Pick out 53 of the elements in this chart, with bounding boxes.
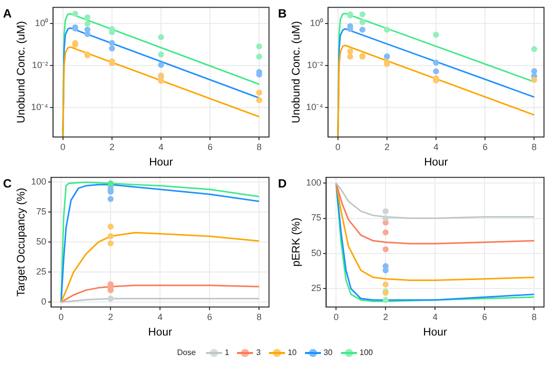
y-axis-title: Unobund Conc. (uM) — [290, 21, 303, 124]
y-tick-label: 50 — [36, 236, 46, 247]
legend-label: 30 — [324, 348, 333, 357]
y-tick-label: 100 — [306, 178, 322, 188]
x-tick-label: 0 — [335, 142, 340, 152]
chart-title: A — [3, 6, 12, 21]
chart-title: C — [3, 176, 12, 191]
y-tick-label: 10⁻⁴ — [306, 102, 324, 112]
x-tick-label: 6 — [208, 142, 213, 152]
legend-label: 10 — [288, 348, 297, 357]
y-tick-label: 10⁰ — [35, 18, 48, 28]
y-tick-label: 10⁰ — [310, 18, 324, 28]
y-tick-label: 10⁻² — [307, 60, 324, 70]
y-tick-label: 10⁻² — [32, 60, 48, 70]
x-tick-label: 2 — [108, 312, 114, 322]
chart-title: D — [278, 176, 287, 191]
y-axis-title: Unobund Conc. (uM) — [16, 21, 28, 124]
legend-label: 3 — [256, 348, 261, 357]
legend-title: Dose — [177, 348, 196, 357]
x-tick-label: 8 — [256, 312, 262, 322]
y-axis-title: Target Occupancy (%) — [16, 188, 28, 297]
y-tick-label: 25 — [311, 283, 322, 294]
x-tick-label: 8 — [532, 142, 537, 152]
x-tick-label: 2 — [109, 142, 114, 152]
y-tick-label: 25 — [36, 266, 46, 277]
x-tick-label: 0 — [60, 142, 66, 152]
x-tick-label: 2 — [384, 142, 390, 152]
chart-title: B — [278, 6, 287, 21]
x-axis-title: Hour — [424, 156, 448, 168]
x-tick-label: 4 — [432, 312, 438, 322]
x-tick-label: 6 — [207, 312, 212, 322]
x-tick-label: 8 — [532, 312, 537, 322]
x-axis-title: Hour — [149, 156, 174, 168]
x-axis-title: Hour — [423, 326, 448, 338]
x-tick-label: 4 — [158, 312, 163, 322]
y-tick-label: 75 — [36, 206, 46, 217]
x-tick-label: 0 — [58, 312, 64, 322]
x-axis-title: Hour — [148, 326, 172, 338]
x-tick-label: 0 — [334, 312, 339, 322]
legend-label: 1 — [224, 348, 230, 357]
x-tick-label: 4 — [158, 142, 164, 152]
y-tick-label: 50 — [311, 248, 322, 258]
x-tick-label: 6 — [482, 312, 488, 322]
y-axis-title: pERK (%) — [290, 218, 303, 267]
y-tick-label: 100 — [31, 176, 46, 187]
x-tick-label: 2 — [383, 312, 388, 322]
y-tick-label: 75 — [311, 212, 322, 223]
y-tick-label: 10⁻⁴ — [31, 102, 48, 112]
legend-label: 100 — [360, 348, 373, 357]
x-tick-label: 4 — [434, 142, 439, 152]
x-tick-label: 6 — [482, 142, 488, 152]
y-tick-label: 0 — [41, 296, 46, 307]
x-tick-label: 8 — [256, 142, 262, 152]
